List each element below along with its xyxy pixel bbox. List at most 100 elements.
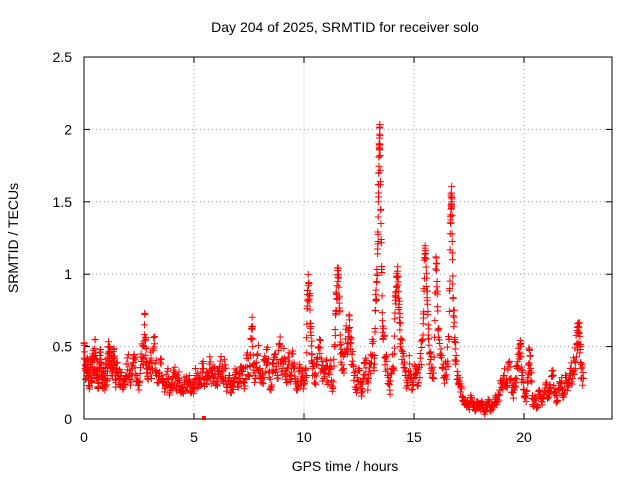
data-point [377,205,385,213]
data-point [549,371,557,379]
data-point [261,368,269,376]
data-point [312,380,320,388]
data-point [334,264,342,272]
data-point [372,286,380,294]
data-point [372,296,380,304]
data-point [394,294,402,302]
data-point [249,360,257,368]
data-point [514,358,522,366]
data-point [388,351,396,359]
plot-area-frame [83,56,613,420]
data-point [358,392,366,400]
data-point [572,353,580,361]
data-point [563,387,571,395]
data-point [336,331,344,339]
data-point [451,345,459,353]
data-point [127,376,135,384]
data-point [283,372,291,380]
data-point [307,323,315,331]
data-point [365,374,373,382]
data-point [172,373,180,381]
data-point [500,372,508,380]
data-point [141,343,149,351]
data-point [422,255,430,263]
data-point [451,334,459,342]
x-tick-label: 10 [296,429,312,445]
data-point [377,220,385,228]
data-point [579,369,587,377]
data-point [284,353,292,361]
data-point [122,372,130,380]
data-point [433,260,441,268]
data-point [303,302,311,310]
data-point [221,361,229,369]
data-point [448,182,456,190]
data-point [97,348,105,356]
data-point [152,356,160,364]
data-point [350,363,357,371]
data-point [436,339,444,347]
data-point [431,317,439,325]
data-point [426,349,434,357]
data-point [396,310,404,318]
data-point [504,379,511,387]
data-point [142,345,150,353]
data-point [216,357,224,365]
data-point [579,381,587,389]
data-point [433,277,441,285]
data-point [453,367,461,375]
data-point [526,345,533,353]
data-point [105,338,113,346]
data-point [350,376,358,384]
data-point [506,363,514,371]
data-point [308,337,316,345]
data-point [527,369,535,377]
data-point [391,315,399,323]
data-point [418,344,426,352]
x-tick-label: 20 [516,429,532,445]
data-point [553,392,561,400]
data-point [379,328,387,336]
data-point [317,354,325,362]
data-point [576,332,584,340]
data-point [353,373,361,381]
data-point [335,274,343,282]
data-point [280,344,288,352]
data-point [349,347,357,355]
data-point [95,380,103,388]
data-point [505,358,513,366]
data-point [378,268,386,276]
data-point [307,332,315,340]
data-point [91,336,99,344]
data-point [164,365,172,373]
data-point [217,352,225,360]
data-point [139,353,147,361]
data-point [117,369,125,377]
data-point [430,374,438,382]
data-point [147,375,155,383]
data-point [141,321,148,329]
data-point [425,325,433,333]
data-point [448,194,456,202]
data-point [109,365,117,373]
data-point [91,345,99,353]
data-point [251,359,259,367]
data-point [576,340,584,348]
data-point [142,334,150,342]
data-point [374,250,382,258]
data-point [249,343,257,351]
data-point [271,350,279,358]
data-point [383,357,391,365]
data-point [199,357,207,365]
ticks: 0 5 10 15 20 0 0.5 1 1.5 2 2.5 [53,49,612,445]
data-point [405,352,413,360]
data-point [513,375,521,383]
data-point [494,398,502,406]
data-point [157,355,165,363]
data-point [576,319,584,327]
data-point [289,350,297,358]
data-point [124,360,132,368]
data-point [333,282,341,290]
data-point [220,356,228,364]
data-point [150,334,158,342]
